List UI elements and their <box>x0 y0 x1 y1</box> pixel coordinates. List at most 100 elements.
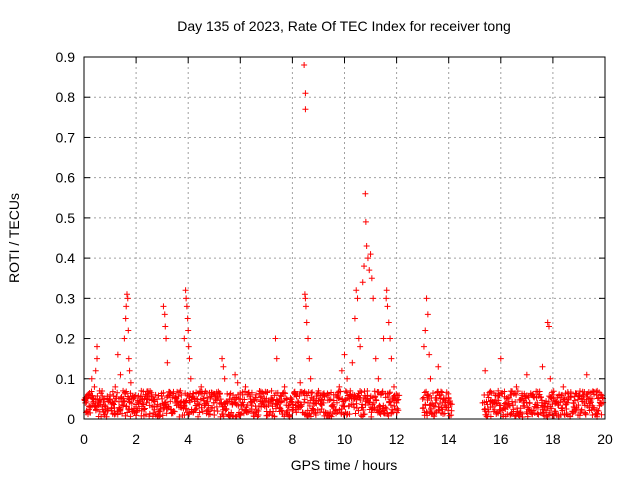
data-point <box>221 375 228 382</box>
data-point <box>293 393 300 400</box>
data-point <box>370 295 377 302</box>
data-point <box>514 388 521 395</box>
data-point <box>123 303 130 310</box>
data-point <box>521 395 528 402</box>
data-point <box>487 404 494 411</box>
data-point <box>294 398 301 405</box>
x-tick-label: 18 <box>545 431 561 447</box>
data-point <box>123 403 130 410</box>
data-point <box>278 407 285 414</box>
data-point <box>525 394 532 401</box>
data-point <box>314 390 321 397</box>
data-point <box>426 351 433 358</box>
data-point <box>571 397 578 404</box>
data-point <box>587 399 594 406</box>
data-point <box>308 390 315 397</box>
data-point <box>146 410 153 417</box>
data-point <box>273 355 280 362</box>
data-point <box>575 402 582 409</box>
data-point <box>497 355 504 362</box>
data-point <box>242 388 249 395</box>
data-point <box>162 399 169 406</box>
data-point <box>390 383 397 390</box>
data-point <box>100 399 107 406</box>
data-point <box>255 408 262 415</box>
data-point <box>220 413 227 420</box>
data-point <box>342 397 349 404</box>
data-point <box>574 396 581 403</box>
data-point <box>380 335 387 342</box>
data-point <box>446 412 453 419</box>
data-point <box>536 388 543 395</box>
data-point <box>301 62 308 69</box>
data-point <box>421 389 428 396</box>
data-point <box>88 388 95 395</box>
data-point <box>344 392 351 399</box>
data-point <box>324 390 331 397</box>
data-point <box>123 388 130 395</box>
data-point <box>293 409 300 416</box>
data-point <box>388 355 395 362</box>
y-tick-label: 0 <box>67 411 75 427</box>
data-point <box>338 367 345 374</box>
data-point <box>339 395 346 402</box>
data-point <box>184 315 191 322</box>
data-point <box>393 391 400 398</box>
data-point <box>552 398 559 405</box>
data-point <box>436 392 443 399</box>
data-point <box>358 389 365 396</box>
data-point <box>112 383 119 390</box>
data-point <box>582 411 589 418</box>
data-point <box>123 291 130 298</box>
data-point <box>383 295 390 302</box>
data-point <box>379 388 386 395</box>
data-point <box>309 389 316 396</box>
data-point <box>140 400 147 407</box>
data-point <box>285 402 292 409</box>
data-point <box>373 397 380 404</box>
data-point <box>223 406 230 413</box>
data-point <box>344 375 351 382</box>
data-point <box>501 388 508 395</box>
data-point <box>445 404 452 411</box>
data-point <box>534 410 541 417</box>
x-tick-label: 20 <box>597 431 613 447</box>
y-tick-label: 0.8 <box>56 89 76 105</box>
data-point <box>283 395 290 402</box>
tick-labels: 0 2 4 6 8 10 12 14 16 18 20 0 0.1 0.2 0.3 0.4 0.5 0.6 0.7 0… <box>56 49 613 447</box>
data-point <box>305 335 312 342</box>
data-point <box>187 375 194 382</box>
data-point <box>119 410 126 417</box>
data-point <box>284 407 291 414</box>
data-point <box>357 397 364 404</box>
data-point <box>219 355 226 362</box>
plot-frame <box>83 56 606 420</box>
data-point <box>328 402 335 409</box>
data-point <box>276 404 283 411</box>
data-point <box>333 410 340 417</box>
data-point <box>422 327 429 334</box>
data-point <box>286 412 293 419</box>
data-point <box>304 392 311 399</box>
data-point <box>548 405 555 412</box>
data-point <box>167 406 174 413</box>
data-point <box>394 405 401 412</box>
data-point <box>272 335 279 342</box>
data-point <box>298 403 305 410</box>
data-point <box>253 396 260 403</box>
data-point <box>512 399 519 406</box>
data-point <box>445 394 452 401</box>
data-point <box>423 295 430 302</box>
data-point <box>186 355 193 362</box>
data-point <box>121 335 128 342</box>
x-tick-label: 8 <box>289 431 297 447</box>
data-point <box>216 390 223 397</box>
data-point <box>125 327 132 334</box>
data-point <box>355 407 362 414</box>
data-point <box>583 371 590 378</box>
data-point <box>122 315 129 322</box>
data-point <box>241 396 248 403</box>
data-point <box>278 393 285 400</box>
data-point <box>441 410 448 417</box>
